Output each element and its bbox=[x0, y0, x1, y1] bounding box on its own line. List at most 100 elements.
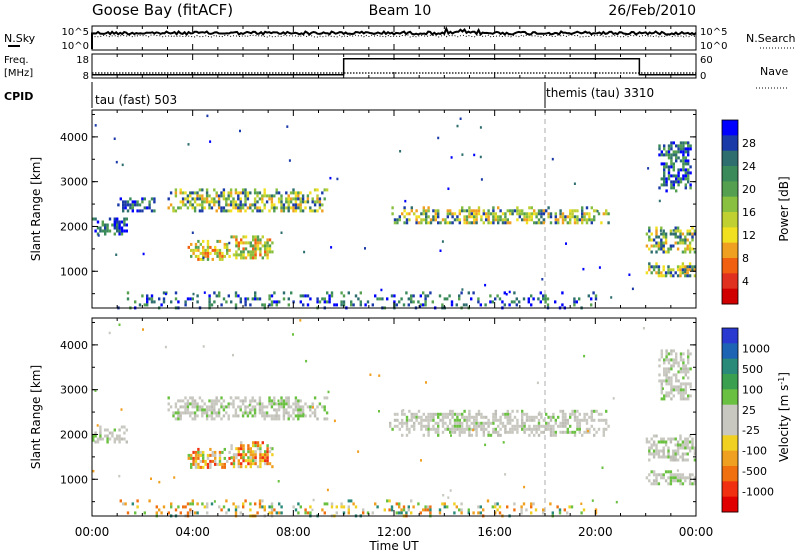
noise-cell bbox=[480, 178, 483, 181]
scatter-cell bbox=[237, 459, 240, 463]
scatter-cell bbox=[210, 414, 214, 418]
noise-cell bbox=[299, 319, 302, 322]
scatter-cell bbox=[590, 297, 593, 301]
scatter-cell bbox=[663, 153, 666, 157]
scatter-cell bbox=[652, 443, 656, 447]
scatter-cell bbox=[672, 162, 675, 166]
scatter-cell bbox=[177, 411, 180, 415]
scatter-cell bbox=[232, 253, 236, 257]
scatter-cell bbox=[249, 241, 252, 245]
scatter-cell bbox=[282, 399, 286, 403]
scatter-cell bbox=[444, 427, 447, 431]
scatter-cell bbox=[113, 437, 116, 441]
scatter-cell bbox=[104, 232, 107, 236]
scatter-cell bbox=[583, 412, 586, 416]
scatter-cell bbox=[525, 215, 529, 219]
scatter-cell bbox=[662, 437, 665, 441]
scatter-cell bbox=[287, 399, 290, 403]
scatter-cell bbox=[674, 452, 677, 456]
nsky-series bbox=[91, 26, 697, 49]
scatter-cell bbox=[104, 428, 107, 432]
scatter-cell bbox=[682, 174, 685, 178]
scatter-cell bbox=[657, 271, 661, 275]
scatter-cell bbox=[684, 147, 687, 151]
scatter-cell bbox=[672, 183, 675, 187]
scatter-cell bbox=[439, 221, 442, 225]
scatter-cell bbox=[174, 411, 178, 415]
scatter-cell bbox=[674, 458, 677, 462]
scatter-cell bbox=[209, 459, 212, 463]
scatter-cell bbox=[497, 418, 500, 422]
scatter-cell bbox=[497, 206, 500, 210]
scatter-cell bbox=[676, 473, 680, 477]
scatter-cell bbox=[403, 206, 406, 210]
scatter-cell bbox=[497, 433, 500, 437]
scatter-cell bbox=[328, 300, 331, 304]
scatter-cell bbox=[451, 430, 454, 434]
scatter-cell bbox=[309, 191, 312, 195]
scatter-cell bbox=[410, 424, 413, 428]
scatter-cell bbox=[292, 188, 295, 192]
scatter-cell bbox=[234, 188, 238, 192]
scatter-region-2 bbox=[167, 188, 329, 213]
scatter-cell bbox=[667, 446, 670, 450]
scatter-cell bbox=[463, 209, 466, 213]
scatter-cell bbox=[693, 458, 697, 462]
scatter-cell bbox=[605, 427, 608, 431]
scatter-cell bbox=[403, 215, 406, 219]
scatter-cell bbox=[516, 430, 519, 434]
scatter-cell bbox=[444, 421, 447, 425]
scatter-cell bbox=[211, 257, 214, 261]
scatter-cell bbox=[530, 511, 533, 515]
scatter-cell bbox=[662, 476, 665, 480]
scatter-cell bbox=[688, 244, 692, 248]
scatter-cell bbox=[542, 418, 545, 422]
noise-cell bbox=[248, 404, 251, 407]
scatter-cell bbox=[559, 215, 562, 219]
scatter-cell bbox=[136, 505, 139, 509]
scatter-cell bbox=[658, 147, 661, 151]
scatter-cell bbox=[350, 499, 353, 503]
scatter-cell bbox=[167, 206, 170, 210]
scatter-cell bbox=[285, 191, 288, 195]
scatter-cell bbox=[273, 414, 276, 418]
scatter-cell bbox=[120, 425, 124, 429]
scatter-cell bbox=[648, 268, 651, 272]
scatter-cell bbox=[249, 191, 252, 195]
scatter-cell bbox=[672, 373, 675, 377]
scatter-cell bbox=[247, 250, 250, 254]
colorbar-segment-10 bbox=[722, 481, 738, 498]
scatter-cell bbox=[429, 511, 432, 515]
scatter-cell bbox=[126, 203, 130, 207]
scatter-cell bbox=[665, 189, 668, 193]
scatter-cell bbox=[516, 206, 519, 210]
scatter-cell bbox=[547, 427, 550, 431]
scatter-cell bbox=[214, 251, 217, 255]
scatter-cell bbox=[663, 394, 666, 398]
scatter-cell bbox=[96, 232, 100, 236]
scatter-cell bbox=[415, 221, 418, 225]
scatter-cell bbox=[544, 300, 547, 304]
scatter-cell bbox=[259, 241, 262, 245]
scatter-cell bbox=[667, 370, 671, 374]
scatter-cell bbox=[688, 274, 692, 278]
scatter-cell bbox=[125, 229, 128, 233]
scatter-cell bbox=[374, 294, 377, 298]
scatter-cell bbox=[533, 418, 536, 422]
scatter-cell bbox=[679, 177, 683, 181]
scatter-cell bbox=[686, 268, 689, 272]
scatter-cell bbox=[297, 405, 300, 409]
scatter-cell bbox=[242, 456, 245, 460]
scatter-cell bbox=[645, 244, 649, 248]
scatter-cell bbox=[301, 414, 305, 418]
scatter-cell bbox=[263, 206, 266, 210]
scatter-cell bbox=[453, 412, 457, 416]
scatter-cell bbox=[266, 250, 269, 254]
scatter-cell bbox=[669, 470, 673, 474]
scatter-cell bbox=[273, 399, 276, 403]
scatter-cell bbox=[460, 508, 463, 512]
scatter-cell bbox=[677, 391, 680, 395]
scatter-cell bbox=[289, 200, 293, 204]
scatter-cell bbox=[285, 200, 288, 204]
scatter-cell bbox=[199, 242, 202, 246]
